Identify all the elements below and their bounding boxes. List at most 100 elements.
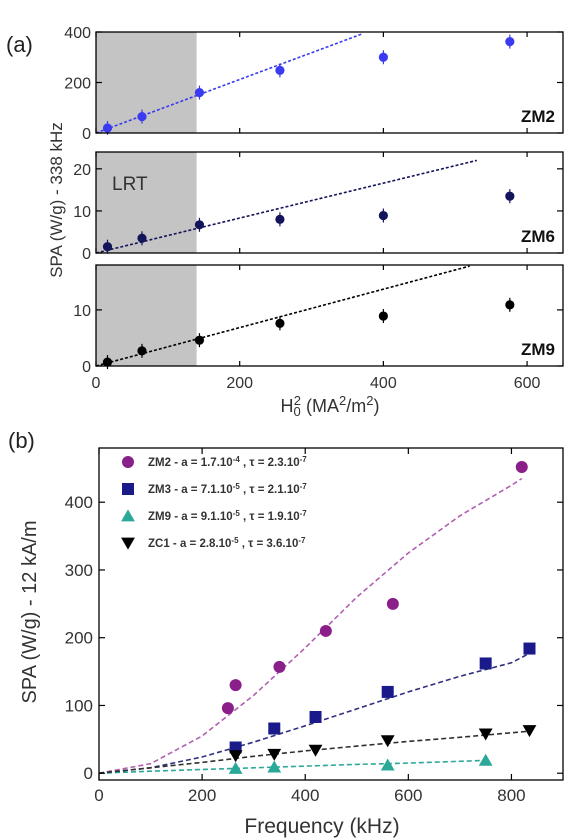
fit-curve — [98, 730, 530, 774]
x-tick-label: 0 — [92, 375, 101, 392]
legend-marker — [122, 483, 134, 495]
legend-tau-exp: -7 — [298, 536, 306, 545]
xlabel-sub: 0 — [294, 404, 301, 419]
data-point — [378, 311, 388, 321]
legend-tau: , τ = 3.6.10 — [239, 538, 299, 550]
data-point — [267, 760, 282, 773]
xlabel-unit-sup1: 2 — [339, 393, 346, 408]
subplot-name: ZM2 — [521, 107, 555, 126]
lrt-label: LRT — [112, 174, 148, 195]
data-point — [515, 460, 528, 473]
xlabel-unit-sup2: 2 — [366, 393, 373, 408]
panel-a-label: (a) — [6, 32, 33, 57]
x-tick-label: 600 — [514, 375, 541, 392]
xlabel-unit-mid: /m — [346, 396, 366, 416]
xlabel-unit-close: ) — [373, 396, 379, 416]
data-point — [194, 88, 205, 98]
y-tick-label: 100 — [65, 696, 93, 715]
legend-entry: ZC1 - a = 2.8.10-5 , τ = 3.6.10-7 — [148, 536, 306, 550]
panel-a: (a) SPA (W/g) - 338 kHz 0200400ZM201020Z… — [6, 25, 564, 419]
x-tick-label: 200 — [226, 375, 253, 392]
legend-name: ZC1 - a = 2.8.10 — [148, 538, 231, 550]
data-point — [137, 233, 147, 243]
data-point — [479, 657, 492, 670]
y-tick-label: 10 — [73, 204, 91, 221]
data-point — [523, 642, 536, 655]
xlabel-sup: 2 — [294, 393, 301, 408]
fit-line — [95, 265, 470, 367]
legend-a-exp: -4 — [233, 455, 241, 464]
x-tick-label: 400 — [370, 375, 397, 392]
legend-name: ZM2 - a = 1.7.10 — [148, 457, 233, 469]
x-tick-label: 800 — [497, 786, 525, 805]
data-point — [478, 728, 493, 741]
data-point — [478, 753, 493, 766]
data-point — [380, 735, 395, 748]
data-point — [378, 52, 388, 62]
data-point — [194, 335, 205, 345]
lrt-shaded-region — [96, 152, 197, 253]
data-point — [381, 685, 394, 698]
legend-entry: ZM2 - a = 1.7.10-4 , τ = 2.3.10-7 — [148, 455, 307, 469]
legend-tau: , τ = 2.1.10 — [240, 484, 300, 496]
data-point — [221, 702, 234, 715]
x-tick-label: 200 — [188, 786, 216, 805]
legend-a-exp: -5 — [233, 509, 241, 518]
panel-b-plot: 0 200 400 600 800 0 100 200 300 400 ZM2 - a = 1.7.… — [65, 447, 564, 805]
subplot-zm6: 0 10 20 ZM6 LRT — [73, 151, 564, 263]
y-tick-label: 400 — [64, 25, 91, 42]
panel-a-subplots: 0 200 400 ZM2 0 10 20 ZM6 LRT 0 10 ZM9 — [64, 25, 564, 376]
panel-b: (b) SPA (W/g) - 12 kA/m 0 200 400 600 800 0 10… — [8, 428, 564, 838]
legend-tau: , τ = 2.3.10 — [240, 457, 300, 469]
legend-entry: ZM3 - a = 7.1.10-5 , τ = 2.1.10-7 — [148, 482, 307, 496]
y-tick-label: 300 — [65, 561, 93, 580]
data-point — [378, 210, 388, 221]
data-point — [308, 744, 323, 757]
data-point — [228, 750, 243, 763]
panel-b-y-axis-label: SPA (W/g) - 12 kA/m — [19, 521, 41, 704]
panel-a-x-ticks: 0 200 400 600 — [92, 375, 541, 392]
y-tick-label: 0 — [82, 246, 91, 263]
data-point — [309, 710, 322, 723]
legend-name: ZM9 - a = 9.1.10 — [148, 511, 233, 523]
data-point — [229, 679, 242, 692]
y-tick-label: 0 — [82, 126, 91, 143]
panel-a-y-axis-label: SPA (W/g) - 338 kHz — [47, 122, 66, 278]
data-point — [275, 65, 285, 75]
fit-line — [95, 159, 477, 254]
xlabel-unit-open: (MA — [301, 396, 339, 416]
y-tick-label: 0 — [82, 359, 91, 376]
subplot-name: ZM6 — [521, 227, 555, 246]
data-point — [319, 624, 332, 637]
fit-curve — [98, 652, 530, 774]
data-point — [102, 242, 113, 252]
legend-marker — [121, 509, 135, 522]
lrt-shaded-region — [96, 265, 197, 366]
y-tick-label: 10 — [73, 303, 91, 320]
subplot-name: ZM9 — [521, 340, 555, 359]
data-point — [194, 220, 205, 230]
panel-b-x-axis-label: Frequency (kHz) — [244, 815, 399, 838]
legend-entry: ZM9 - a = 9.1.10-5 , τ = 1.9.10-7 — [148, 509, 307, 523]
subplot-zm9: 0 10 ZM9 — [73, 264, 564, 376]
y-tick-label: 0 — [84, 764, 93, 783]
legend-tau: , τ = 1.9.10 — [240, 511, 300, 523]
plot-frame — [95, 264, 564, 367]
data-point — [267, 748, 282, 761]
panel-a-x-axis-label: H02 (MA2/m2) — [281, 393, 380, 419]
legend-a-exp: -5 — [233, 482, 241, 491]
fit-curve — [98, 477, 523, 774]
y-tick-label: 200 — [65, 629, 93, 648]
data-point — [137, 111, 147, 122]
legend-tau-exp: -7 — [300, 509, 308, 518]
data-point — [273, 660, 286, 673]
y-tick-label: 400 — [65, 493, 93, 512]
x-tick-label: 0 — [94, 786, 103, 805]
legend-a-exp: -5 — [231, 536, 239, 545]
data-point — [275, 318, 285, 328]
plot-frame — [95, 151, 564, 254]
y-tick-label: 200 — [64, 76, 91, 93]
data-point — [102, 123, 113, 133]
